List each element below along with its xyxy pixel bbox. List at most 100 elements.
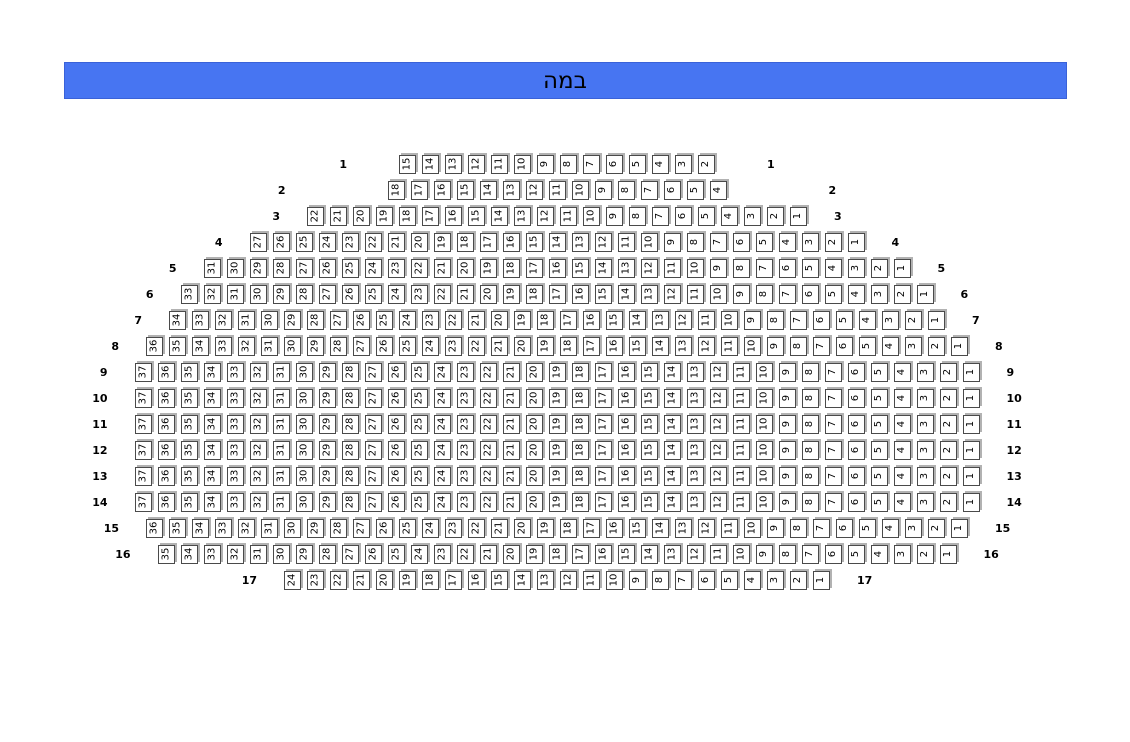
seat-row17-num1[interactable]: 1	[813, 570, 830, 590]
seat-row11-num23[interactable]: 23	[456, 414, 474, 434]
seat-row1-num4[interactable]: 4	[652, 154, 669, 174]
seat-row11-num37[interactable]: 37	[134, 414, 152, 434]
seat-row4-num17[interactable]: 17	[479, 232, 497, 252]
seat-row11-num2[interactable]: 2	[939, 414, 957, 434]
seat-row3-num10[interactable]: 10	[583, 206, 600, 226]
seat-row9-num2[interactable]: 2	[939, 362, 957, 382]
seat-row16-num19[interactable]: 19	[525, 544, 543, 564]
seat-row15-num2[interactable]: 2	[928, 518, 945, 538]
seat-row6-num25[interactable]: 25	[364, 284, 382, 304]
seat-row7-num24[interactable]: 24	[399, 310, 416, 330]
seat-row15-num17[interactable]: 17	[583, 518, 600, 538]
seat-row16-num35[interactable]: 35	[157, 544, 175, 564]
seat-row12-num27[interactable]: 27	[364, 440, 382, 460]
seat-row9-num25[interactable]: 25	[410, 362, 428, 382]
seat-row8-num4[interactable]: 4	[882, 336, 899, 356]
seat-row2-num5[interactable]: 5	[686, 180, 704, 200]
seat-row12-num28[interactable]: 28	[341, 440, 359, 460]
seat-row17-num22[interactable]: 22	[330, 570, 347, 590]
seat-row16-num2[interactable]: 2	[916, 544, 934, 564]
seat-row12-num32[interactable]: 32	[249, 440, 267, 460]
seat-row9-num26[interactable]: 26	[387, 362, 405, 382]
seat-row17-num6[interactable]: 6	[698, 570, 715, 590]
seat-row9-num28[interactable]: 28	[341, 362, 359, 382]
seat-row6-num4[interactable]: 4	[847, 284, 865, 304]
seat-row6-num10[interactable]: 10	[709, 284, 727, 304]
seat-row9-num6[interactable]: 6	[847, 362, 865, 382]
seat-row11-num3[interactable]: 3	[916, 414, 934, 434]
seat-row6-num6[interactable]: 6	[801, 284, 819, 304]
seat-row15-num21[interactable]: 21	[491, 518, 508, 538]
seat-row7-num19[interactable]: 19	[514, 310, 531, 330]
seat-row12-num6[interactable]: 6	[847, 440, 865, 460]
seat-row14-num37[interactable]: 37	[134, 492, 152, 512]
seat-row15-num12[interactable]: 12	[698, 518, 715, 538]
seat-row13-num28[interactable]: 28	[341, 466, 359, 486]
seat-row9-num18[interactable]: 18	[571, 362, 589, 382]
seat-row1-num13[interactable]: 13	[445, 154, 462, 174]
seat-row13-num26[interactable]: 26	[387, 466, 405, 486]
seat-row4-num10[interactable]: 10	[640, 232, 658, 252]
seat-row15-num27[interactable]: 27	[353, 518, 370, 538]
seat-row10-num17[interactable]: 17	[594, 388, 612, 408]
seat-row14-num20[interactable]: 20	[525, 492, 543, 512]
seat-row6-num12[interactable]: 12	[663, 284, 681, 304]
seat-row17-num4[interactable]: 4	[744, 570, 761, 590]
seat-row2-num12[interactable]: 12	[525, 180, 543, 200]
seat-row17-num3[interactable]: 3	[767, 570, 784, 590]
seat-row15-num3[interactable]: 3	[905, 518, 922, 538]
seat-row9-num5[interactable]: 5	[870, 362, 888, 382]
seat-row8-num11[interactable]: 11	[721, 336, 738, 356]
seat-row5-num27[interactable]: 27	[295, 258, 313, 278]
seat-row8-num22[interactable]: 22	[468, 336, 485, 356]
seat-row14-num32[interactable]: 32	[249, 492, 267, 512]
seat-row12-num21[interactable]: 21	[502, 440, 520, 460]
seat-row13-num34[interactable]: 34	[203, 466, 221, 486]
seat-row5-num18[interactable]: 18	[502, 258, 520, 278]
seat-row6-num20[interactable]: 20	[479, 284, 497, 304]
seat-row10-num37[interactable]: 37	[134, 388, 152, 408]
seat-row17-num18[interactable]: 18	[422, 570, 439, 590]
seat-row3-num5[interactable]: 5	[698, 206, 715, 226]
seat-row9-num19[interactable]: 19	[548, 362, 566, 382]
seat-row10-num31[interactable]: 31	[272, 388, 290, 408]
seat-row17-num8[interactable]: 8	[652, 570, 669, 590]
seat-row8-num3[interactable]: 3	[905, 336, 922, 356]
seat-row7-num15[interactable]: 15	[606, 310, 623, 330]
seat-row2-num17[interactable]: 17	[410, 180, 428, 200]
seat-row17-num21[interactable]: 21	[353, 570, 370, 590]
seat-row5-num24[interactable]: 24	[364, 258, 382, 278]
seat-row9-num33[interactable]: 33	[226, 362, 244, 382]
seat-row11-num7[interactable]: 7	[824, 414, 842, 434]
seat-row9-num3[interactable]: 3	[916, 362, 934, 382]
seat-row17-num11[interactable]: 11	[583, 570, 600, 590]
seat-row11-num12[interactable]: 12	[709, 414, 727, 434]
seat-row10-num22[interactable]: 22	[479, 388, 497, 408]
seat-row6-num5[interactable]: 5	[824, 284, 842, 304]
seat-row12-num12[interactable]: 12	[709, 440, 727, 460]
seat-row13-num9[interactable]: 9	[778, 466, 796, 486]
seat-row8-num21[interactable]: 21	[491, 336, 508, 356]
seat-row9-num22[interactable]: 22	[479, 362, 497, 382]
seat-row8-num23[interactable]: 23	[445, 336, 462, 356]
seat-row7-num1[interactable]: 1	[928, 310, 945, 330]
seat-row8-num1[interactable]: 1	[951, 336, 968, 356]
seat-row14-num25[interactable]: 25	[410, 492, 428, 512]
seat-row11-num28[interactable]: 28	[341, 414, 359, 434]
seat-row5-num20[interactable]: 20	[456, 258, 474, 278]
seat-row12-num19[interactable]: 19	[548, 440, 566, 460]
seat-row9-num7[interactable]: 7	[824, 362, 842, 382]
seat-row14-num28[interactable]: 28	[341, 492, 359, 512]
seat-row9-num37[interactable]: 37	[134, 362, 152, 382]
seat-row7-num22[interactable]: 22	[445, 310, 462, 330]
seat-row11-num25[interactable]: 25	[410, 414, 428, 434]
seat-row4-num19[interactable]: 19	[433, 232, 451, 252]
seat-row8-num36[interactable]: 36	[146, 336, 163, 356]
seat-row12-num31[interactable]: 31	[272, 440, 290, 460]
seat-row4-num8[interactable]: 8	[686, 232, 704, 252]
seat-row14-num12[interactable]: 12	[709, 492, 727, 512]
seat-row12-num29[interactable]: 29	[318, 440, 336, 460]
seat-row10-num33[interactable]: 33	[226, 388, 244, 408]
seat-row15-num18[interactable]: 18	[560, 518, 577, 538]
seat-row4-num22[interactable]: 22	[364, 232, 382, 252]
